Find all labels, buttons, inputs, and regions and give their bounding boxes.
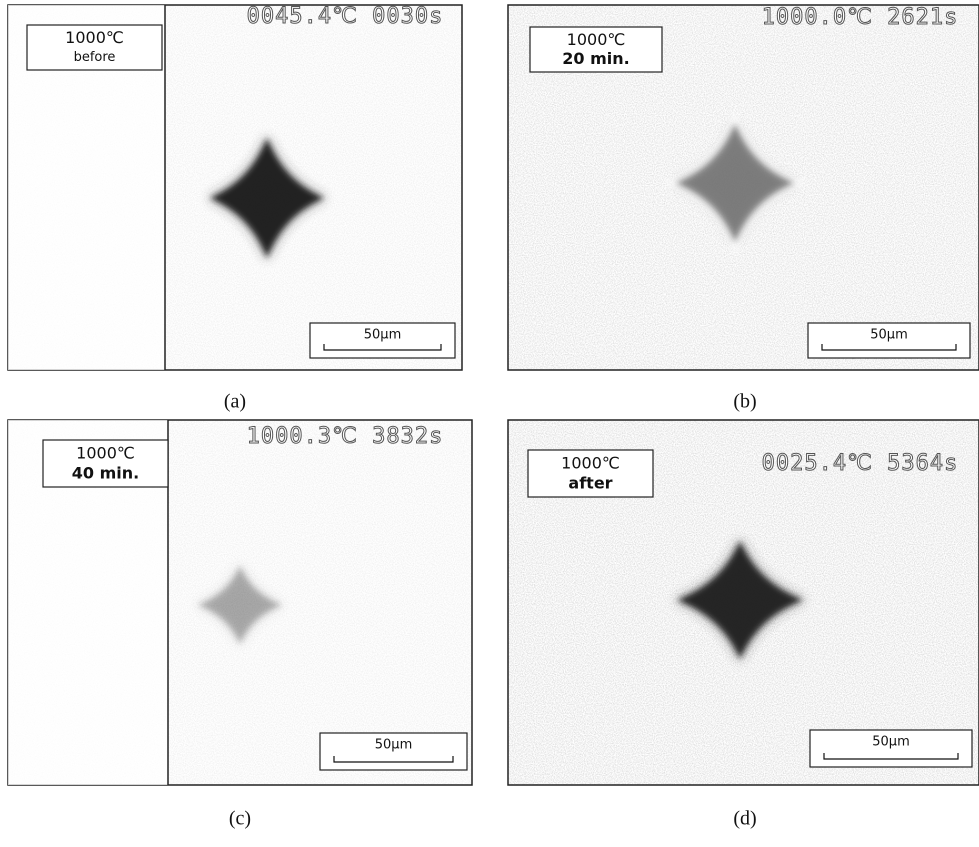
panel-caption: (c) xyxy=(229,808,251,830)
scale-bar xyxy=(323,344,442,351)
panel-border xyxy=(507,419,979,786)
scale-label: 50μm xyxy=(364,328,401,343)
scale-label: 50μm xyxy=(870,328,907,343)
scale-box xyxy=(319,732,468,771)
micrograph-panel: 1000℃40 min. 1000.3℃ 3832s 50μm xyxy=(7,419,473,786)
label-temperature: 1000℃ xyxy=(76,444,135,463)
scale-box xyxy=(807,322,971,359)
panel-border xyxy=(507,4,979,371)
indent xyxy=(210,138,324,258)
label-box xyxy=(529,26,663,73)
panel-caption: (b) xyxy=(733,391,756,413)
indent xyxy=(198,566,282,644)
scale-label: 50μm xyxy=(872,735,909,750)
label-temperature: 1000℃ xyxy=(567,30,626,49)
label-time: 40 min. xyxy=(72,463,139,482)
indent xyxy=(676,124,794,242)
micrograph-panel: 1000℃ before 0045.4℃ 0030s 50μm xyxy=(7,4,463,371)
micrograph-panel: 1000℃20 min. 1000.0℃ 2621s 50μm xyxy=(507,4,979,371)
scale-bar xyxy=(821,344,957,351)
scale-box xyxy=(309,322,456,359)
label-time: after xyxy=(568,473,612,492)
label-time: before xyxy=(74,50,116,65)
indent xyxy=(677,541,803,659)
label-box xyxy=(42,439,169,488)
scale-bar xyxy=(333,756,454,763)
label-box xyxy=(26,24,163,71)
scale-bar xyxy=(823,753,959,760)
label-time: 20 min. xyxy=(562,49,629,68)
panel-caption: (a) xyxy=(224,391,246,413)
temperature-reading: 0045.4℃ 0030s xyxy=(247,4,444,29)
label-temperature: 1000℃ xyxy=(65,28,124,47)
label-box xyxy=(527,449,654,498)
scale-box xyxy=(809,729,973,768)
temperature-reading: 0025.4℃ 5364s xyxy=(762,451,959,476)
temperature-reading: 1000.0℃ 2621s xyxy=(762,5,959,30)
temperature-reading: 1000.3℃ 3832s xyxy=(247,424,444,449)
label-temperature: 1000℃ xyxy=(561,454,620,473)
scale-label: 50μm xyxy=(375,738,412,753)
panel-caption: (d) xyxy=(733,808,756,830)
